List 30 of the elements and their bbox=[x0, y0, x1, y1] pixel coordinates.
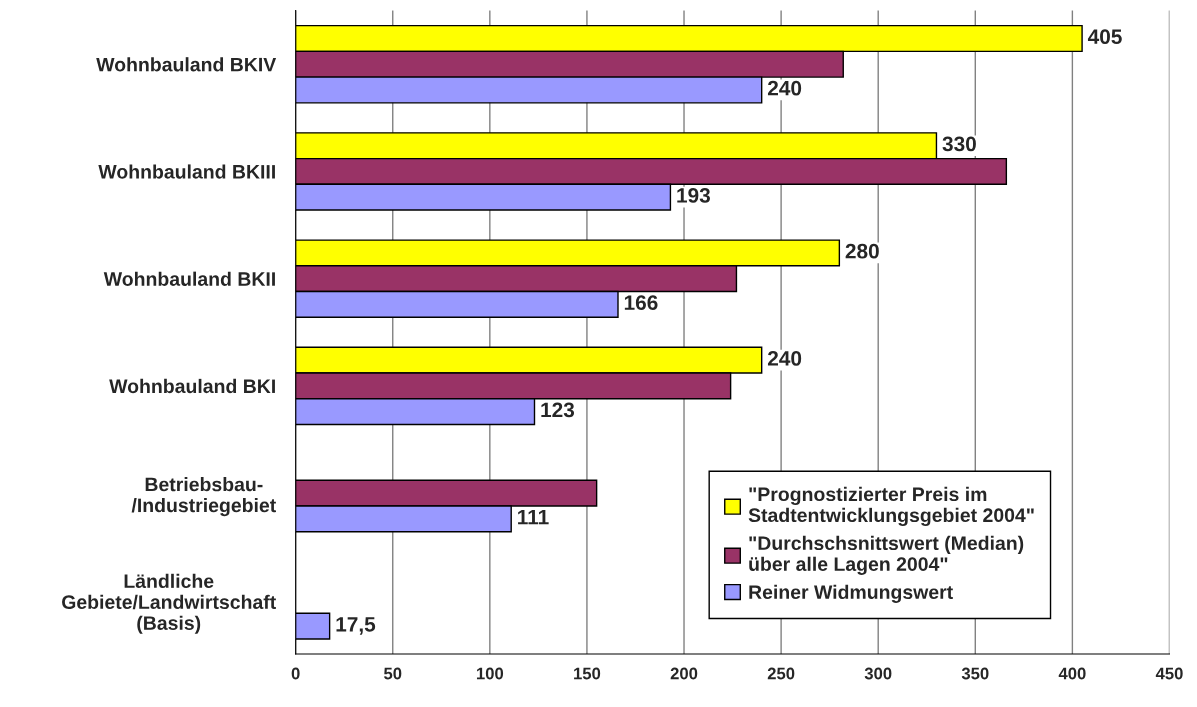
data-label: 111 bbox=[518, 509, 549, 525]
x-tick-label: 400 bbox=[1058, 667, 1086, 680]
data-label: 193 bbox=[677, 188, 710, 203]
y-tick-label: Wohnbauland BKIII bbox=[98, 164, 275, 179]
y-tick-label: Ländliche Gebiete/Landwirtschaft (Basis) bbox=[62, 573, 276, 634]
data-label: 240 bbox=[767, 80, 802, 96]
legend-label: "Durchschsnittswert (Median) über alle Lagen 2004" bbox=[749, 535, 1024, 575]
y-tick-label: Betriebsbau- /Industriegebiet bbox=[131, 477, 276, 517]
x-tick-label: 200 bbox=[670, 667, 698, 680]
bar bbox=[295, 612, 331, 640]
data-label: 280 bbox=[845, 243, 879, 259]
x-tick-label: 100 bbox=[476, 667, 504, 680]
y-tick-label: Wohnbauland BKI bbox=[109, 378, 275, 394]
data-label: 166 bbox=[624, 295, 658, 310]
y-tick-label: Wohnbauland BKIV bbox=[96, 57, 277, 72]
data-label: 240 bbox=[767, 351, 802, 366]
data-label: 17,5 bbox=[336, 617, 376, 635]
y-tick-label: Wohnbauland BKII bbox=[103, 271, 275, 286]
x-tick-label: 50 bbox=[383, 667, 402, 680]
legend-label: "Prognostizierter Preis im Stadtentwicklungsgebiet 2004" bbox=[748, 486, 1034, 527]
data-label: 123 bbox=[541, 402, 575, 418]
data-label: 330 bbox=[942, 136, 976, 152]
data-label: 405 bbox=[1087, 29, 1122, 45]
x-tick-label: 450 bbox=[1155, 667, 1183, 680]
legend-label: Reiner Widmungswert bbox=[749, 584, 953, 603]
x-tick-label: 150 bbox=[574, 667, 601, 680]
x-tick-label: 350 bbox=[961, 667, 989, 680]
x-tick-label: 0 bbox=[291, 667, 300, 680]
x-tick-label: 300 bbox=[864, 667, 892, 680]
x-tick-label: 250 bbox=[767, 667, 795, 680]
